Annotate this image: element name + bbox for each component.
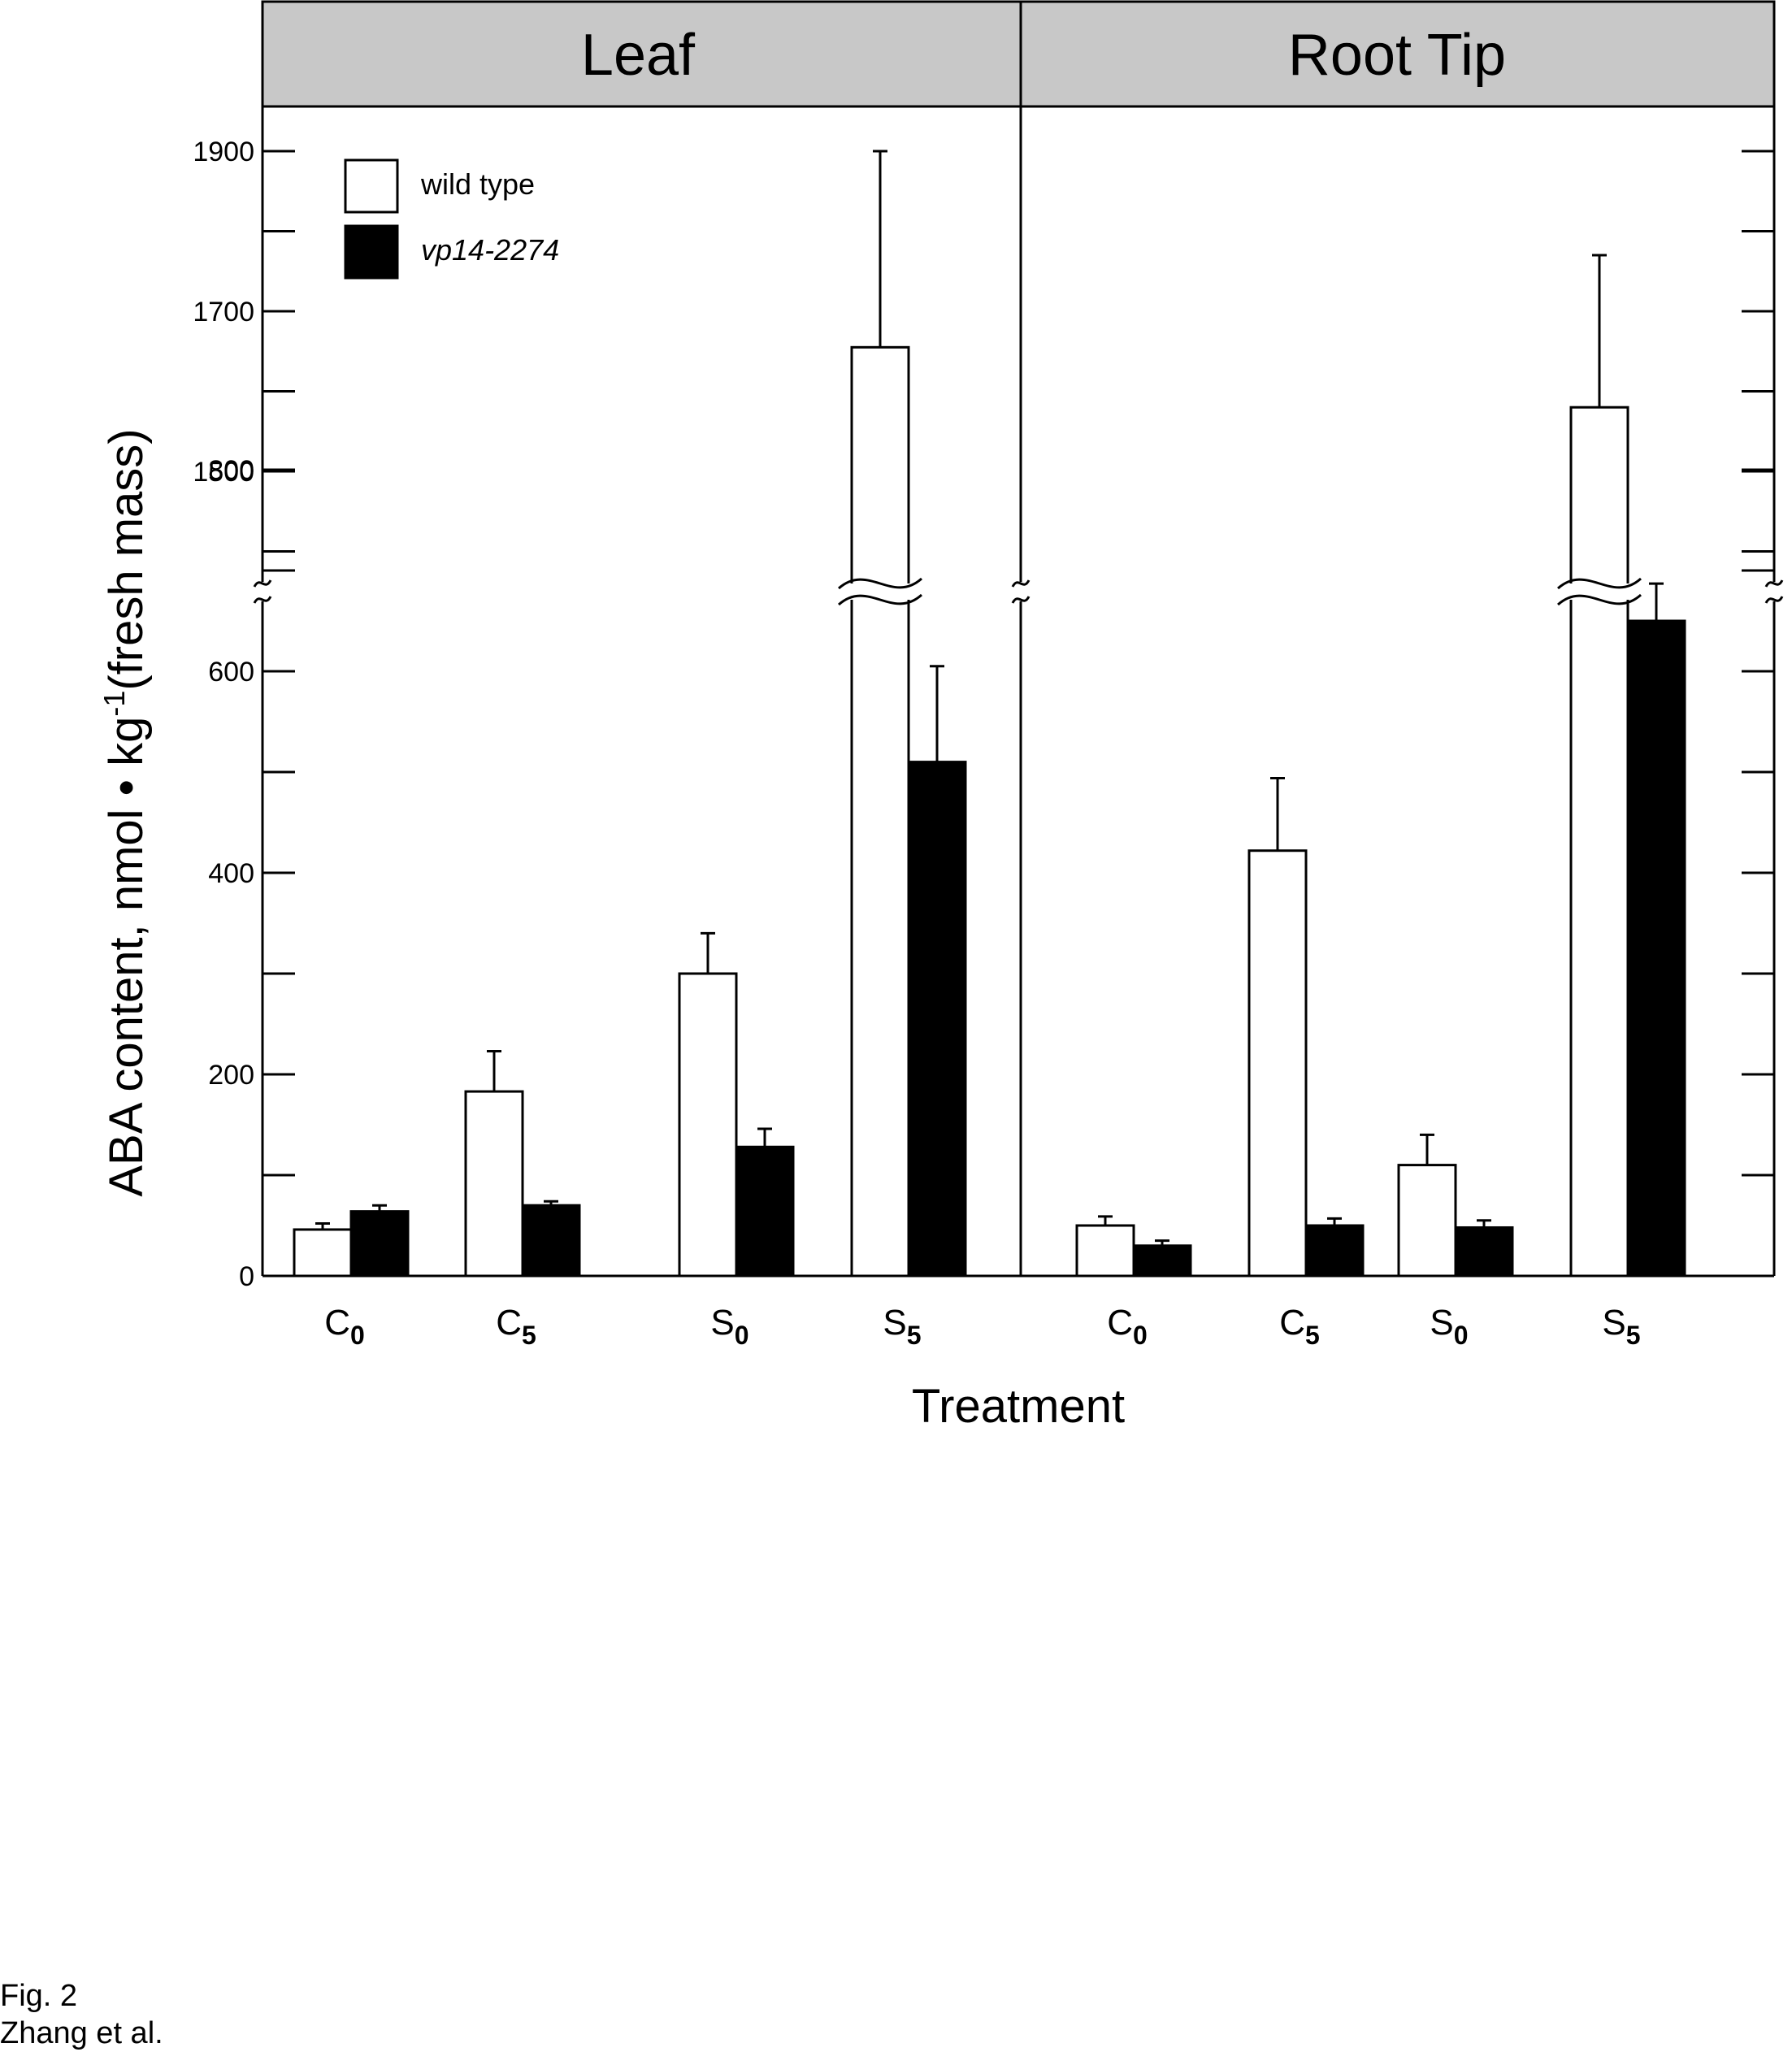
x-tick-subscript: 0 (1133, 1321, 1148, 1350)
x-tick-subscript: 0 (350, 1321, 365, 1350)
x-tick-letter: S (1602, 1303, 1625, 1343)
y-tick-label: 400 (208, 858, 254, 889)
figure-caption-authors: Zhang et al. (0, 2016, 163, 2050)
x-tick-label: C0 (324, 1303, 365, 1350)
x-tick-subscript: 5 (1305, 1321, 1320, 1350)
x-tick-letter: S (883, 1303, 906, 1343)
x-tick-subscript: 5 (1626, 1321, 1641, 1350)
x-tick-subscript: 5 (907, 1321, 922, 1350)
x-tick-labels: C0 C5 S0 S5 C0 C5 S0 S5 (324, 1303, 1640, 1350)
x-tick-label: S5 (883, 1303, 921, 1350)
x-tick-letter: C (496, 1303, 522, 1343)
bar-vp14-2274 (735, 1145, 795, 1278)
x-tick-letter: S (1430, 1303, 1453, 1343)
x-tick-letter: S (710, 1303, 734, 1343)
bar-wild-type (1569, 406, 1629, 1278)
bars (293, 150, 1686, 1278)
bar-vp14-2274 (1454, 1226, 1514, 1278)
figure-caption-number: Fig. 2 (0, 1979, 78, 2013)
break-wave (1557, 593, 1642, 606)
x-tick-subscript: 5 (522, 1321, 536, 1350)
legend-swatch (344, 158, 399, 214)
bar-wild-type (293, 1228, 353, 1278)
axis-break-wave (253, 579, 272, 588)
y-axis-label-main: ABA content, nmol • kg (100, 717, 153, 1197)
root-tip-panel-header (1019, 0, 1776, 108)
x-tick-letter: C (324, 1303, 350, 1343)
axis-break-wave (1764, 596, 1784, 604)
bar-wild-type (850, 345, 910, 1278)
x-tick-subscript: 0 (735, 1321, 749, 1350)
legend-label: vp14-2274 (421, 233, 559, 267)
bar-vp14-2274 (907, 761, 967, 1278)
axis-break-wave (1011, 579, 1031, 588)
y-axis-label-superscript: -1 (98, 691, 131, 717)
y-tick-label: 1500 (193, 457, 254, 488)
legend-swatch (344, 224, 399, 280)
leaf-panel-title: Leaf (581, 23, 696, 88)
x-tick-subscript: 0 (1454, 1321, 1469, 1350)
y-tick-label: 800 (208, 455, 254, 486)
y-axis-label-suffix: (fresh mass) (100, 428, 153, 690)
x-tick-label: S5 (1602, 1303, 1640, 1350)
x-tick-letter: C (1107, 1303, 1133, 1343)
y-tick-label: 200 (208, 1060, 254, 1091)
break-wave (1557, 577, 1642, 590)
bar-vp14-2274 (521, 1204, 581, 1278)
axis-break-wave (1764, 579, 1784, 588)
x-tick-label: S0 (710, 1303, 748, 1350)
bar-chart: Leaf Root Tip 0200400600800150017001900 … (98, 0, 1784, 1433)
y-tick-label: 0 (239, 1261, 254, 1292)
bar-vp14-2274 (1626, 619, 1686, 1278)
y-tick-label: 600 (208, 657, 254, 688)
bar-wild-type (1075, 1224, 1135, 1278)
break-wave (838, 593, 922, 606)
legend-label: wild type (420, 167, 535, 201)
bar-wild-type (1397, 1164, 1457, 1278)
x-axis-label: Treatment (912, 1380, 1125, 1433)
x-tick-label: S0 (1430, 1303, 1468, 1350)
bar-wild-type (678, 972, 738, 1278)
axis-break-marks (253, 577, 1784, 606)
bar-wild-type (1247, 849, 1308, 1278)
axis-break-wave (1011, 596, 1031, 604)
axis-break-wave (253, 596, 272, 604)
panel-headers: Leaf Root Tip (261, 0, 1776, 108)
leaf-panel-header (261, 0, 1022, 108)
y-tick-label: 1900 (193, 137, 254, 167)
x-tick-label: C0 (1107, 1303, 1148, 1350)
break-wave (838, 577, 922, 590)
x-tick-letter: C (1279, 1303, 1305, 1343)
bar-vp14-2274 (1132, 1244, 1192, 1278)
bar-vp14-2274 (349, 1210, 410, 1278)
root-tip-panel-title: Root Tip (1288, 23, 1506, 88)
y-axis-label: ABA content, nmol • kg-1(fresh mass) (98, 428, 153, 1196)
x-tick-label: C5 (496, 1303, 536, 1350)
x-tick-label: C5 (1279, 1303, 1320, 1350)
bar-vp14-2274 (1304, 1224, 1365, 1278)
legend: wild type vp14-2274 (344, 158, 559, 280)
y-tick-label: 1700 (193, 297, 254, 328)
bar-wild-type (464, 1090, 524, 1278)
